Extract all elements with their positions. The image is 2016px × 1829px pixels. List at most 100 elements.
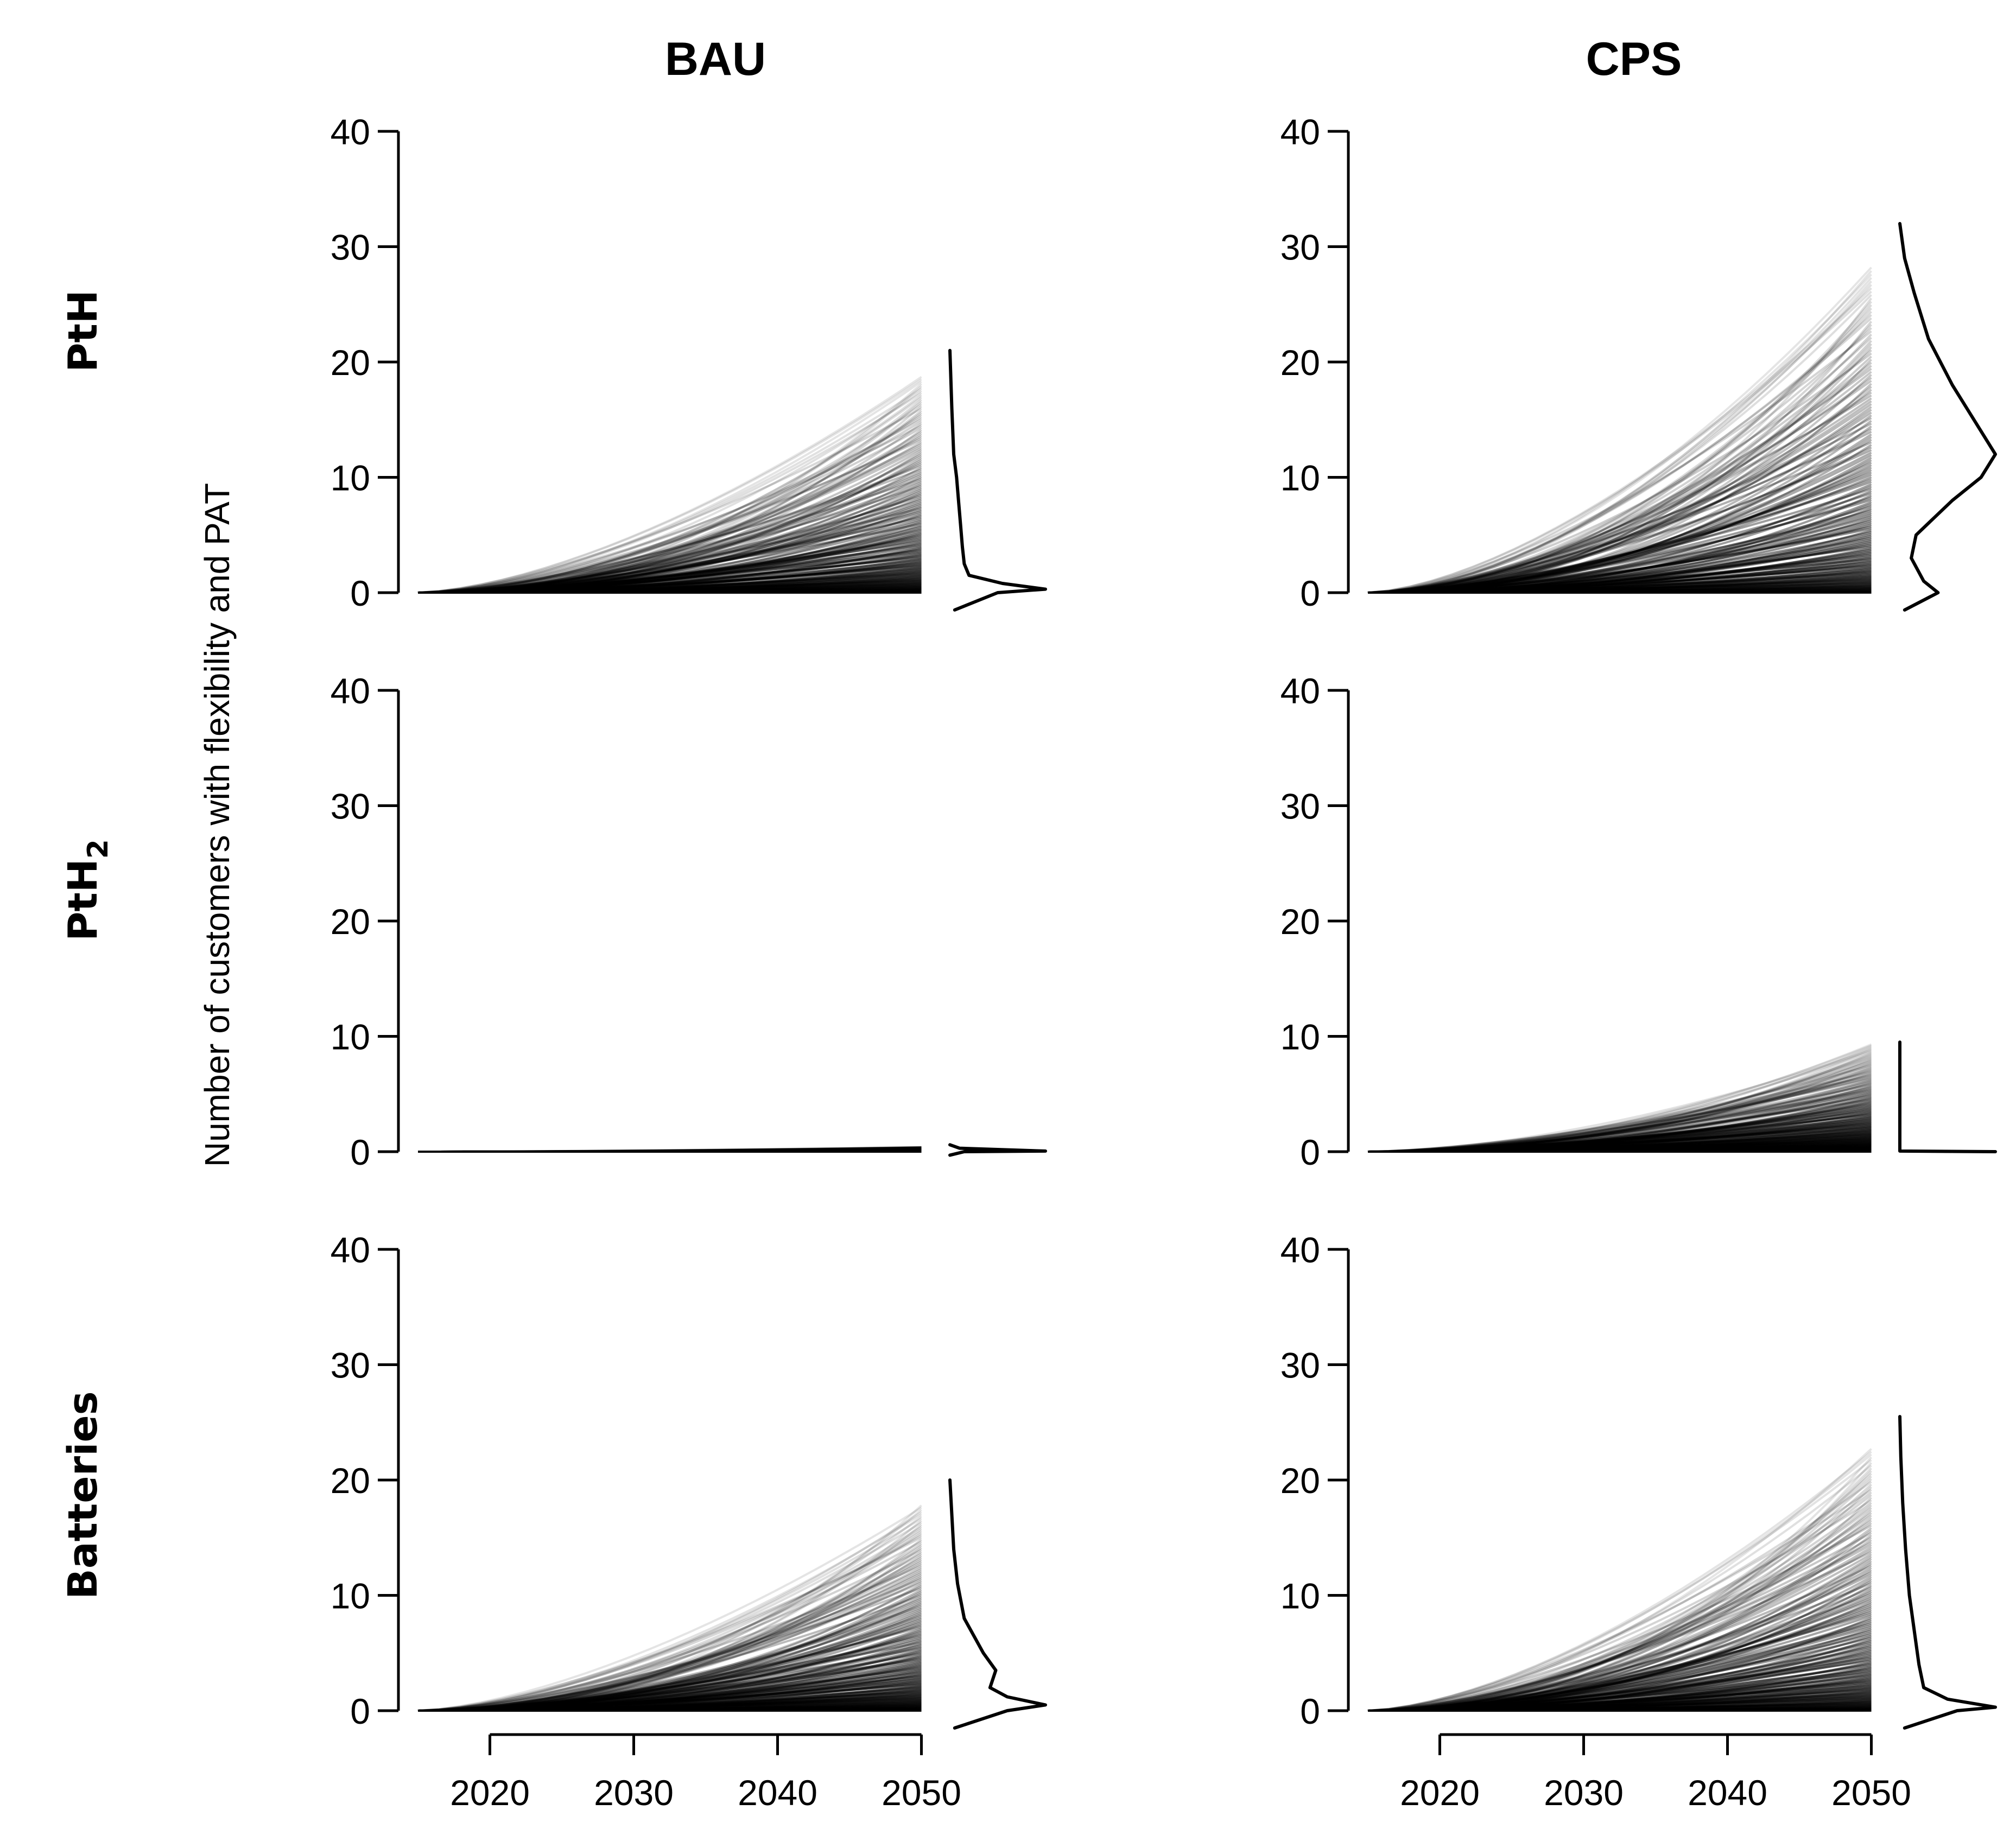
trajectory-line: [418, 1146, 922, 1153]
trajectory-line: [1367, 1079, 1872, 1153]
trajectory-line: [1367, 1578, 1872, 1712]
trajectory-line: [1367, 327, 1872, 594]
trajectory-line: [417, 1677, 922, 1712]
trajectory-line: [418, 1147, 922, 1153]
trajectory-line: [1367, 1590, 1872, 1712]
y-tick-label-cps-pth-30: 30: [1280, 227, 1320, 268]
trajectory-line: [1367, 352, 1872, 594]
trajectory-line: [417, 392, 922, 594]
density-curve-cps-pth: [1898, 222, 1997, 612]
trajectory-line: [417, 378, 922, 594]
trajectory-line: [417, 437, 922, 594]
trajectory-line: [417, 405, 922, 594]
trajectory-line: [1367, 284, 1872, 594]
trajectory-line: [418, 1149, 922, 1153]
trajectory-line: [418, 1148, 922, 1153]
trajectory-fan-bau-pth: [417, 376, 922, 594]
trajectory-line: [418, 1150, 922, 1153]
trajectory-line: [417, 558, 922, 594]
trajectory-line: [1367, 333, 1872, 594]
trajectory-line: [417, 1513, 922, 1712]
trajectory-line: [418, 1146, 922, 1153]
trajectory-line: [417, 1649, 922, 1712]
trajectory-line: [417, 396, 922, 594]
trajectory-line: [417, 1621, 922, 1712]
trajectory-line: [1367, 1643, 1872, 1712]
trajectory-line: [1367, 1133, 1872, 1153]
trajectory-line: [418, 1149, 922, 1153]
trajectory-line: [417, 1589, 922, 1712]
trajectory-line: [417, 513, 922, 594]
trajectory-line: [418, 1146, 922, 1153]
x-tick-label-cps-batteries-2020: 2020: [1400, 1773, 1480, 1813]
trajectory-line: [1367, 1124, 1872, 1153]
trajectory-line: [417, 554, 922, 594]
trajectory-line: [417, 527, 922, 594]
trajectory-line: [417, 451, 922, 594]
trajectory-line: [417, 523, 922, 594]
trajectory-line: [417, 1592, 922, 1712]
y-tick-label-bau-pth2-0: 0: [350, 1132, 370, 1172]
trajectory-line: [1367, 531, 1872, 594]
trajectory-line: [1367, 1539, 1872, 1712]
trajectory-line: [1367, 1110, 1872, 1153]
trajectory-line: [417, 1647, 922, 1712]
trajectory-line: [417, 531, 922, 594]
trajectory-line: [417, 1681, 922, 1712]
y-tick-label-bau-pth2-10: 10: [331, 1017, 370, 1057]
trajectory-line: [417, 533, 922, 594]
trajectory-line: [1367, 1671, 1872, 1712]
trajectory-line: [1367, 336, 1872, 594]
trajectory-line: [1367, 1674, 1872, 1712]
trajectory-line: [418, 1150, 922, 1153]
trajectory-line: [1367, 1063, 1872, 1153]
trajectory-line: [417, 525, 922, 594]
trajectory-line: [418, 1147, 922, 1153]
trajectory-line: [417, 457, 922, 594]
trajectory-line: [418, 1146, 922, 1153]
trajectory-line: [1367, 1123, 1872, 1153]
trajectory-line: [418, 1149, 922, 1153]
y-tick-label-bau-pth-20: 20: [331, 342, 370, 383]
trajectory-line: [418, 1150, 922, 1153]
trajectory-line: [1367, 1536, 1872, 1712]
trajectory-line: [1367, 365, 1872, 594]
trajectory-line: [417, 515, 922, 594]
trajectory-line: [1367, 464, 1872, 594]
trajectory-line: [418, 1147, 922, 1153]
trajectory-line: [417, 1542, 922, 1712]
trajectory-line: [417, 483, 922, 594]
trajectory-line: [417, 1667, 922, 1712]
trajectory-line: [417, 1678, 922, 1712]
trajectory-line: [417, 465, 922, 594]
trajectory-line: [1367, 1083, 1872, 1153]
trajectory-line: [418, 1146, 922, 1153]
trajectory-line: [1367, 1509, 1872, 1712]
trajectory-line: [1367, 1053, 1872, 1153]
trajectory-fan-cps-batteries: [1367, 1448, 1872, 1712]
trajectory-line: [1367, 1517, 1872, 1712]
trajectory-line: [417, 1528, 922, 1712]
trajectory-line: [1367, 469, 1872, 594]
trajectory-line: [417, 416, 922, 594]
trajectory-line: [417, 539, 922, 594]
trajectory-line: [1367, 1057, 1872, 1153]
y-tick-label-bau-pth-40: 40: [331, 112, 370, 152]
trajectory-line: [417, 509, 922, 594]
trajectory-line: [1367, 385, 1872, 594]
trajectory-line: [1367, 420, 1872, 594]
trajectory-line: [418, 1148, 922, 1153]
trajectory-line: [1367, 1133, 1872, 1153]
trajectory-line: [417, 548, 922, 594]
trajectory-line: [1367, 1470, 1872, 1712]
trajectory-line: [418, 1150, 922, 1153]
trajectory-line: [418, 1148, 922, 1153]
trajectory-line: [1367, 414, 1872, 594]
trajectory-line: [1367, 1584, 1872, 1712]
trajectory-line: [417, 1578, 922, 1712]
trajectory-line: [417, 1551, 922, 1712]
trajectory-line: [1367, 483, 1872, 594]
trajectory-line: [1367, 1068, 1872, 1153]
trajectory-line: [1367, 1645, 1872, 1712]
trajectory-line: [1367, 1066, 1872, 1153]
